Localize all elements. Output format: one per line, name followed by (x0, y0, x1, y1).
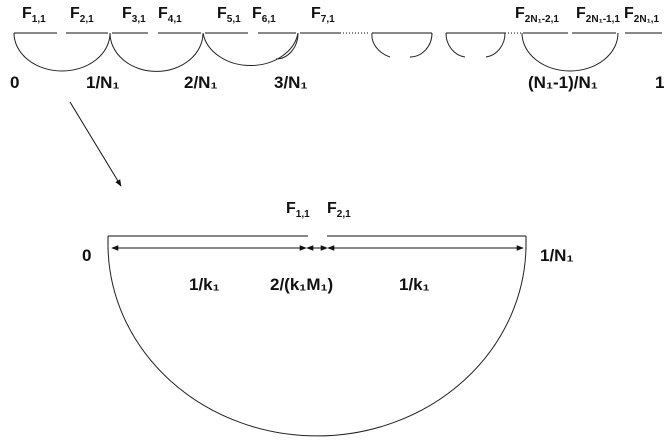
axis-label: 2/N₁ (184, 73, 218, 92)
f-label: F2,1 (327, 200, 351, 220)
arc-3 (202, 32, 299, 67)
f-label: F3,1 (122, 5, 146, 25)
f-label: F2N₁-1,1 (576, 5, 620, 25)
arc-middle-b-left (445, 32, 466, 58)
arc-middle-a-left (371, 32, 391, 58)
zoom-left-end: 0 (82, 246, 91, 265)
arc-4-partial (275, 32, 299, 60)
arc-2 (109, 32, 204, 72)
top-f-labels: F1,1 F2,1 F3,1 F4,1 F5,1 F6,1 F7,1 F2N₁-… (22, 5, 659, 25)
f-label: F5,1 (217, 5, 241, 25)
f-label: F1,1 (286, 200, 310, 220)
f-label: F7,1 (311, 5, 335, 25)
arc-middle-a-right (409, 32, 433, 58)
zoom-arrow (69, 101, 122, 187)
segment-label: 1/k₁ (399, 275, 430, 294)
arc-last (521, 32, 619, 72)
f-label: F4,1 (158, 5, 182, 25)
arc-middle-b-right (485, 32, 506, 58)
axis-label: 3/N₁ (274, 73, 308, 92)
axis-label: 1 (655, 73, 664, 92)
zoom-right-end: 1/N₁ (540, 246, 574, 265)
f-label: F1,1 (22, 5, 46, 25)
top-axis-labels: 0 1/N₁ 2/N₁ 3/N₁ (N₁-1)/N₁ 1 (10, 73, 664, 92)
axis-label: 0 (10, 73, 19, 92)
f-label: F2N₁-2,1 (515, 5, 559, 25)
segment-label: 1/k₁ (189, 275, 220, 294)
arc-1 (13, 32, 111, 72)
f-label: F2N₁,1 (624, 5, 659, 25)
f-label: F6,1 (252, 5, 276, 25)
axis-label: (N₁-1)/N₁ (528, 73, 598, 92)
zoom-arc (107, 243, 527, 437)
zoom-detail: F1,1 F2,1 0 1/N₁ 1/k₁ 2/(k₁M₁) 1/k₁ (82, 200, 574, 437)
axis-label: 1/N₁ (86, 73, 120, 92)
segment-label: 2/(k₁M₁) (270, 275, 333, 294)
f-label: F2,1 (70, 5, 94, 25)
top-arcs (13, 32, 619, 72)
